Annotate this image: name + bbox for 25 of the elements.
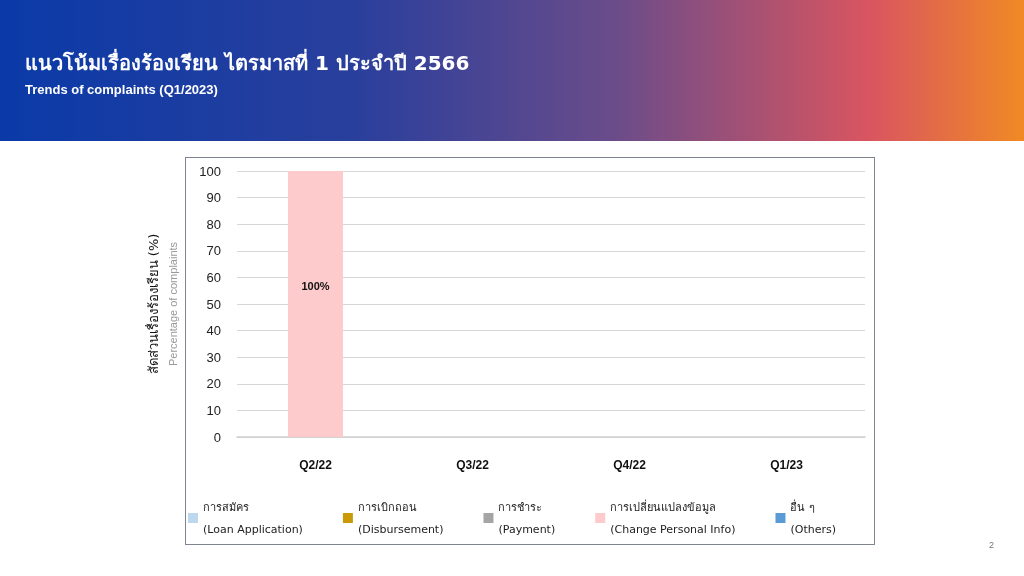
y-tick-label: 60 — [206, 269, 221, 285]
y-tick-label: 70 — [206, 243, 221, 259]
y-tick-label: 10 — [206, 402, 221, 418]
text: 2 — [988, 539, 995, 550]
legend-label: การเปลี่ยนแปลงข้อมูล (Change Personal Info) — [610, 498, 736, 536]
y-axis-title: สัดส่วนเรื่องร้องเรียน (%) Percentage of complaints — [144, 233, 179, 375]
y-tick-label: 80 — [206, 216, 221, 232]
y-tick-label: 50 — [206, 296, 221, 312]
legend-label: การสมัคร (Loan Application) — [202, 500, 303, 536]
x-tick-label: Q4/22 — [613, 458, 647, 472]
legend-label: อื่น ๆ (Others) — [790, 498, 837, 536]
legend-label: การชำระ (Payment) — [498, 500, 556, 536]
y-tick-label: 40 — [206, 323, 221, 339]
y-tick-label: 30 — [206, 349, 221, 365]
x-tick-label: Q3/22 — [456, 458, 490, 472]
y-tick-label: 20 — [206, 376, 221, 392]
y-tick-label: 0 — [213, 429, 221, 445]
x-tick-label: Q1/23 — [770, 458, 804, 472]
chart-title: แนวโน้มเรื่องร้องเรียน ไตรมาสที่ 1 ประจำปี 2566 — [25, 48, 470, 75]
x-tick-label: Q2/22 — [299, 458, 333, 472]
text: Trends of complaints (Q1/2023) — [25, 82, 218, 97]
y-tick-label: 90 — [206, 190, 221, 206]
legend-label: การเบิกถอน (Disbursement) — [357, 500, 444, 536]
data-label: 100% — [301, 280, 330, 292]
y-tick-label: 100 — [199, 163, 221, 179]
